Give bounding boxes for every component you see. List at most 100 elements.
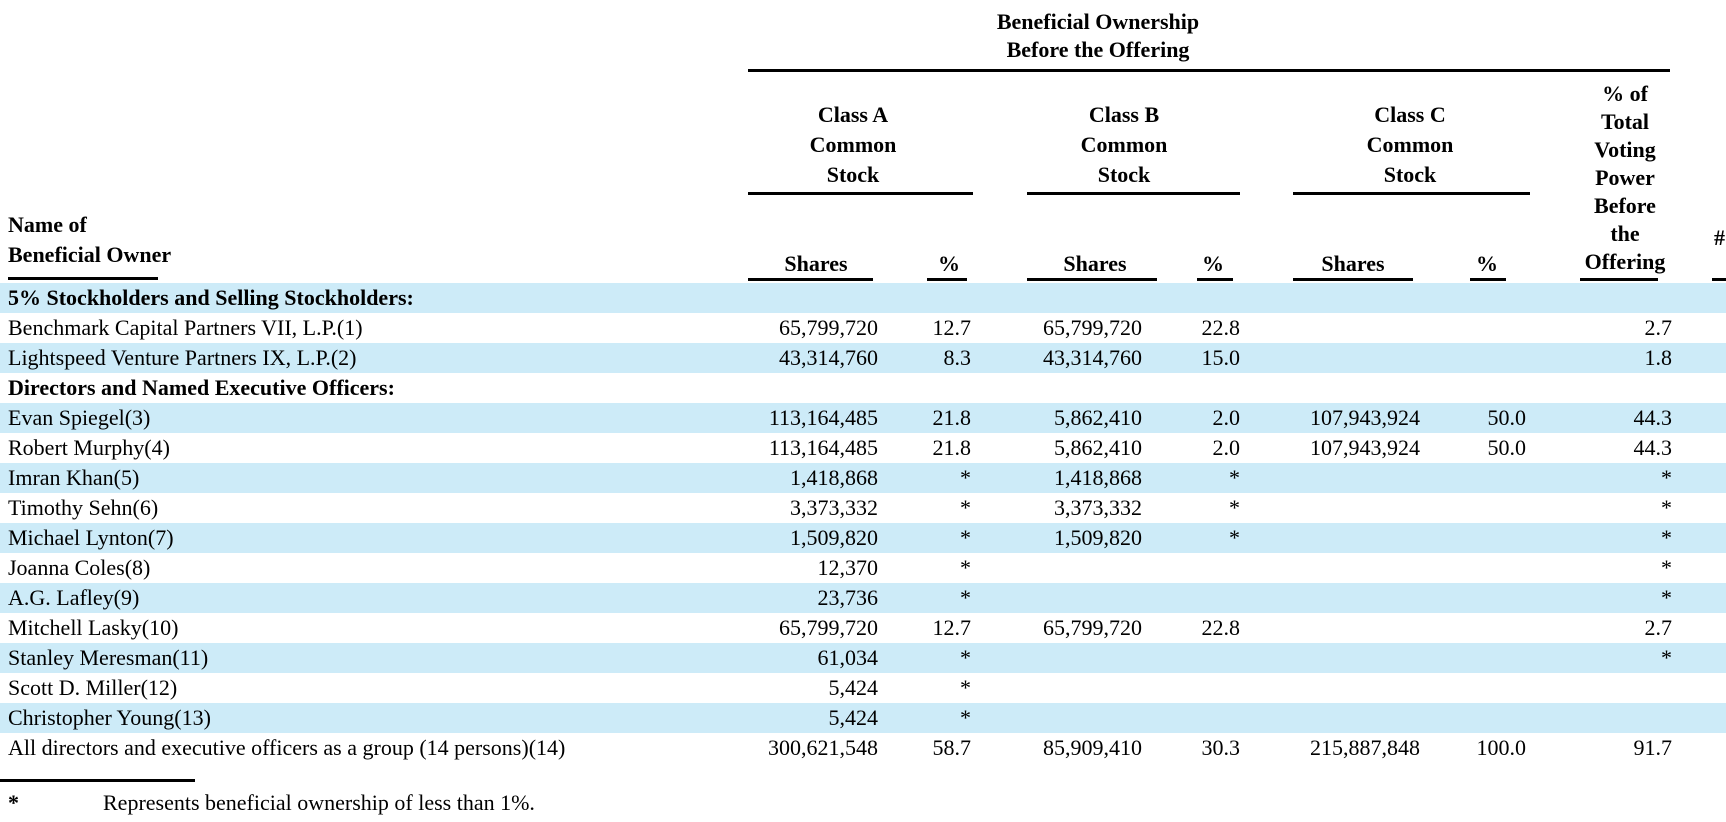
class-c-line2: Common — [1366, 132, 1454, 157]
cell-class-c-shares — [1244, 583, 1424, 613]
cell-class-c-percent — [1424, 343, 1530, 373]
class-a-shares-underline — [748, 278, 873, 281]
cell-class-c-percent — [1424, 643, 1530, 673]
cell-class-a-shares: 300,621,548 — [768, 735, 878, 760]
cell-class-c-shares — [1244, 463, 1424, 493]
class-c-line3: Stock — [1383, 162, 1437, 187]
cell-edge-spacer — [1676, 463, 1726, 493]
cell-owner-name: Directors and Named Executive Officers: — [8, 375, 395, 400]
voting-line6: the — [1610, 221, 1640, 246]
voting-line3: Voting — [1594, 137, 1656, 162]
cell-class-b-shares — [975, 673, 1146, 703]
cell-class-a-percent: 8.3 — [943, 345, 972, 370]
voting-line7: Offering — [1584, 249, 1666, 274]
clipped-next-column-header: # — [1714, 225, 1725, 250]
cell-owner-name: Benchmark Capital Partners VII, L.P.(1) — [8, 315, 363, 340]
table-row: A.G. Lafley(9) 23,736 * * — [0, 583, 1726, 613]
group-header-line2: Before the Offering — [1006, 37, 1190, 62]
cell-class-b-percent — [1146, 283, 1244, 313]
table-row: Scott D. Miller(12) 5,424 * — [0, 673, 1726, 703]
cell-class-b-shares: 1,509,820 — [1054, 525, 1142, 550]
cell-class-b-shares: 65,799,720 — [1043, 615, 1142, 640]
cell-class-c-shares — [1244, 703, 1424, 733]
cell-class-a-shares: 1,509,820 — [790, 525, 878, 550]
cell-class-c-shares — [1244, 673, 1424, 703]
class-b-percent-underline — [1197, 278, 1233, 281]
cell-class-b-percent: * — [1229, 495, 1240, 520]
cell-edge-spacer — [1676, 733, 1726, 763]
class-a-line1: Class A — [817, 102, 889, 127]
cell-class-b-percent — [1146, 643, 1244, 673]
clipped-column-underline — [1712, 278, 1726, 281]
cell-class-a-percent: * — [960, 645, 971, 670]
cell-owner-name: Lightspeed Venture Partners IX, L.P.(2) — [8, 345, 357, 370]
table-row: Benchmark Capital Partners VII, L.P.(1) 6… — [0, 313, 1726, 343]
table-row: Mitchell Lasky(10) 65,799,720 12.7 65,799,7… — [0, 613, 1726, 643]
voting-line1: % of — [1602, 81, 1648, 106]
cell-class-c-shares — [1244, 343, 1424, 373]
cell-class-a-percent: * — [960, 465, 971, 490]
class-a-percent-header: % — [938, 251, 960, 276]
cell-class-b-shares: 85,909,410 — [1043, 735, 1142, 760]
cell-voting-power: * — [1661, 465, 1672, 490]
cell-voting-power: * — [1661, 585, 1672, 610]
voting-line4: Power — [1595, 165, 1655, 190]
cell-voting-power — [1530, 703, 1676, 733]
cell-class-a-shares: 3,373,332 — [790, 495, 878, 520]
class-c-line1: Class C — [1374, 102, 1446, 127]
cell-voting-power: 44.3 — [1633, 435, 1673, 460]
class-c-column-header: Class C Common Stock — [1310, 100, 1510, 190]
cell-owner-name: Scott D. Miller(12) — [8, 675, 178, 700]
cell-class-c-percent — [1424, 523, 1530, 553]
cell-voting-power: * — [1661, 555, 1672, 580]
cell-class-a-shares: 43,314,760 — [779, 345, 878, 370]
cell-owner-name: Stanley Meresman(11) — [8, 645, 209, 670]
class-c-percent-underline — [1470, 278, 1506, 281]
class-a-percent-underline — [927, 278, 967, 281]
cell-owner-name: Imran Khan(5) — [8, 465, 140, 490]
class-c-shares-underline — [1293, 278, 1413, 281]
class-b-line3: Stock — [1097, 162, 1151, 187]
cell-edge-spacer — [1676, 403, 1726, 433]
cell-class-b-percent — [1146, 553, 1244, 583]
cell-voting-power: * — [1661, 645, 1672, 670]
table-row: Joanna Coles(8) 12,370 * * — [0, 553, 1726, 583]
cell-owner-name: Evan Spiegel(3) — [8, 405, 151, 430]
cell-class-c-shares — [1244, 523, 1424, 553]
cell-class-c-percent: 100.0 — [1476, 735, 1527, 760]
cell-class-a-percent: 21.8 — [932, 435, 972, 460]
cell-class-a-shares: 5,424 — [828, 705, 879, 730]
class-b-shares-underline — [1027, 278, 1157, 281]
cell-class-b-shares: 43,314,760 — [1043, 345, 1142, 370]
cell-edge-spacer — [1676, 493, 1726, 523]
voting-line2: Total — [1600, 109, 1650, 134]
cell-class-b-percent: 2.0 — [1212, 435, 1241, 460]
cell-class-c-percent — [1424, 703, 1530, 733]
cell-class-a-shares: 23,736 — [817, 585, 879, 610]
class-a-line2: Common — [809, 132, 897, 157]
cell-edge-spacer — [1676, 523, 1726, 553]
cell-class-a-shares: 113,164,485 — [768, 405, 878, 430]
cell-class-c-percent — [1424, 493, 1530, 523]
cell-class-b-shares: 5,862,410 — [1054, 405, 1142, 430]
class-b-line1: Class B — [1088, 102, 1160, 127]
cell-class-a-percent: * — [960, 525, 971, 550]
cell-class-b-shares: 1,418,868 — [1054, 465, 1142, 490]
cell-class-b-shares — [975, 583, 1146, 613]
table-row: Directors and Named Executive Officers: — [0, 373, 1726, 403]
cell-class-b-shares: 5,862,410 — [1054, 435, 1142, 460]
cell-class-c-shares — [1244, 553, 1424, 583]
cell-class-b-percent: 22.8 — [1201, 615, 1241, 640]
class-b-line2: Common — [1080, 132, 1168, 157]
cell-edge-spacer — [1676, 283, 1726, 313]
name-header-line2: Beneficial Owner — [8, 242, 172, 267]
cell-class-b-percent — [1146, 583, 1244, 613]
table-row: Stanley Meresman(11) 61,034 * * — [0, 643, 1726, 673]
cell-class-b-percent — [1146, 673, 1244, 703]
cell-edge-spacer — [1676, 433, 1726, 463]
cell-class-c-percent: 50.0 — [1487, 405, 1527, 430]
cell-class-a-percent: * — [960, 495, 971, 520]
cell-class-c-shares: 107,943,924 — [1310, 405, 1420, 430]
group-header-title: Beneficial Ownership Before the Offering — [680, 8, 1516, 64]
